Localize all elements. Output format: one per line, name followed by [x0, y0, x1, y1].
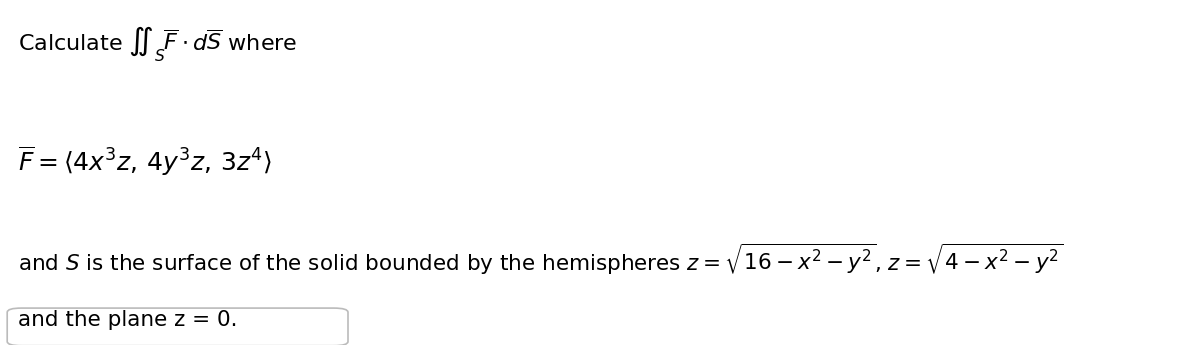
Text: and $S$ is the surface of the solid bounded by the hemispheres $z = \sqrt{16 - x: and $S$ is the surface of the solid boun…	[18, 241, 1063, 277]
Text: and the plane z = 0.: and the plane z = 0.	[18, 310, 238, 331]
FancyBboxPatch shape	[7, 308, 348, 345]
Text: $\overline{F} = \langle 4x^3z,\, 4y^3z,\, 3z^4 \rangle$: $\overline{F} = \langle 4x^3z,\, 4y^3z,\…	[18, 145, 271, 178]
Text: Calculate $\iint_S \overline{F} \cdot d\overline{S}$ where: Calculate $\iint_S \overline{F} \cdot d\…	[18, 24, 298, 64]
